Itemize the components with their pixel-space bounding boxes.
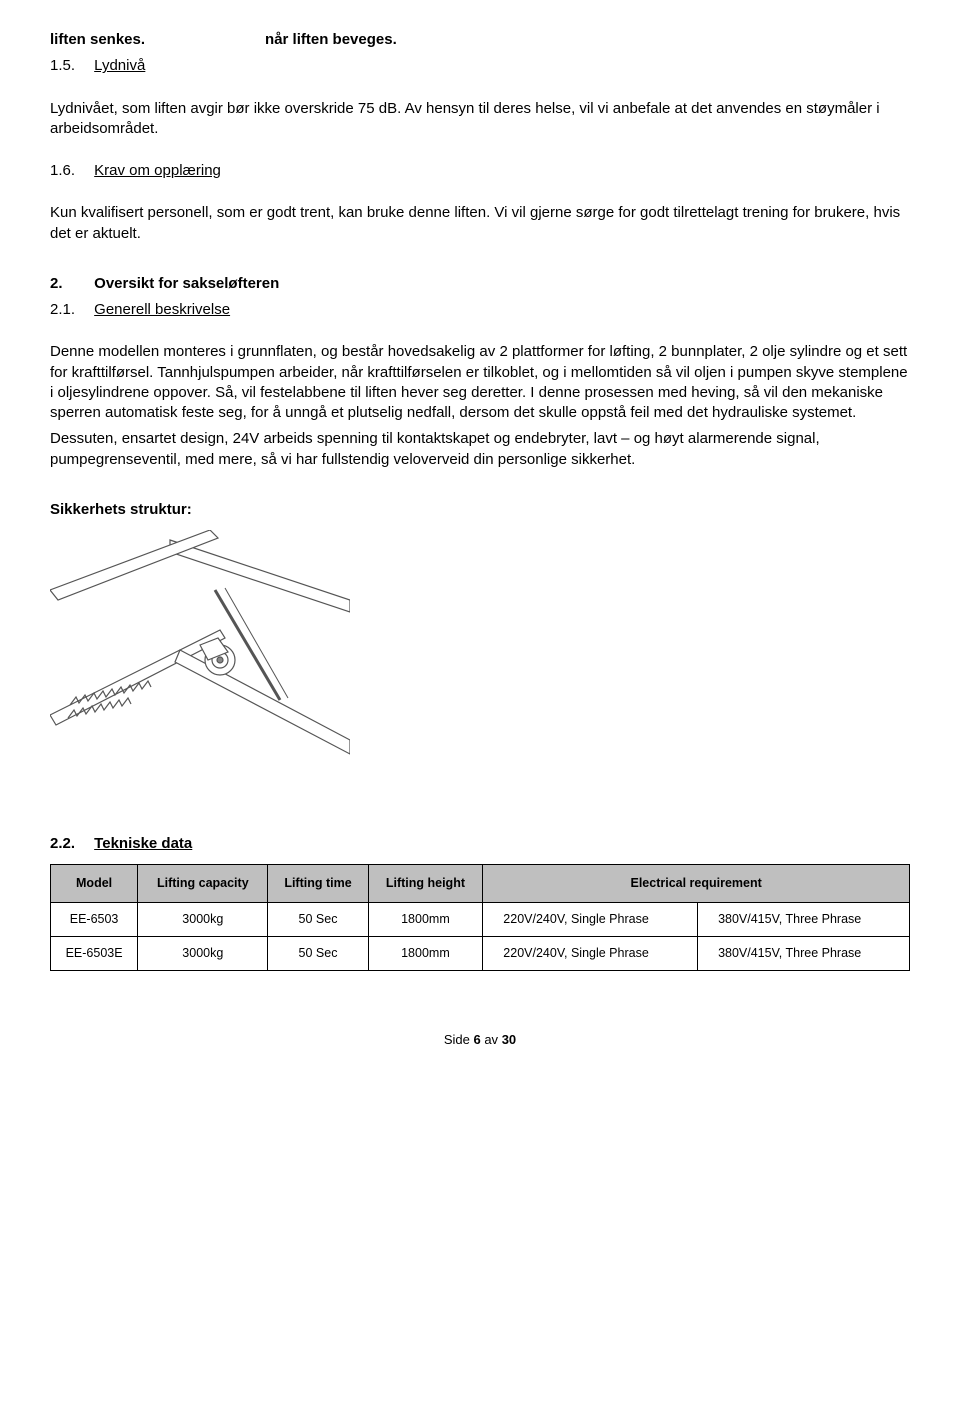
- section-2-heading: 2. Oversikt for sakseløfteren: [50, 274, 910, 294]
- scissor-mechanism-diagram: [50, 530, 350, 790]
- cell-cap: 3000kg: [138, 937, 268, 971]
- para-2-1a: Denne modellen monteres i grunnflaten, o…: [50, 342, 910, 423]
- cell-e2: 380V/415V, Three Phrase: [698, 903, 910, 937]
- para-1-5: Lydnivået, som liften avgir bør ikke ove…: [50, 99, 910, 140]
- cell-height: 1800mm: [368, 903, 483, 937]
- section-2-2-title: Tekniske data: [94, 835, 192, 852]
- section-1-5-num: 1.5.: [50, 56, 90, 76]
- top-fragment-row: liften senkes. når liften beveges.: [50, 30, 910, 50]
- top-right-text: når liften beveges.: [265, 30, 397, 50]
- section-2-1-heading: 2.1. Generell beskrivelse: [50, 300, 910, 320]
- table-row: EE-6503 3000kg 50 Sec 1800mm 220V/240V, …: [51, 903, 910, 937]
- page-footer: Side 6 av 30: [50, 1031, 910, 1049]
- section-2-2-heading: 2.2. Tekniske data: [50, 834, 910, 854]
- sikkerhet-label: Sikkerhets struktur:: [50, 500, 910, 520]
- section-2-2-num: 2.2.: [50, 834, 90, 854]
- cell-model: EE-6503E: [51, 937, 138, 971]
- section-2-1-title: Generell beskrivelse: [94, 301, 230, 318]
- section-1-5-title: Lydnivå: [94, 57, 145, 74]
- cell-model: EE-6503: [51, 903, 138, 937]
- cell-time: 50 Sec: [268, 937, 368, 971]
- section-2-title: Oversikt for sakseløfteren: [94, 275, 279, 292]
- technical-data-table: Model Lifting capacity Lifting time Lift…: [50, 864, 910, 971]
- footer-prefix: Side: [444, 1032, 474, 1047]
- para-2-1b: Dessuten, ensartet design, 24V arbeids s…: [50, 429, 910, 470]
- cell-e1: 220V/240V, Single Phrase: [483, 937, 698, 971]
- para-1-6: Kun kvalifisert personell, som er godt t…: [50, 203, 910, 244]
- table-header-row: Model Lifting capacity Lifting time Lift…: [51, 865, 910, 903]
- footer-total: 30: [502, 1032, 516, 1047]
- footer-mid: av: [481, 1032, 502, 1047]
- cell-height: 1800mm: [368, 937, 483, 971]
- cell-e1: 220V/240V, Single Phrase: [483, 903, 698, 937]
- cell-e2: 380V/415V, Three Phrase: [698, 937, 910, 971]
- col-model: Model: [51, 865, 138, 903]
- col-electrical: Electrical requirement: [483, 865, 910, 903]
- col-height: Lifting height: [368, 865, 483, 903]
- section-1-5-heading: 1.5. Lydnivå: [50, 56, 910, 76]
- col-time: Lifting time: [268, 865, 368, 903]
- cell-cap: 3000kg: [138, 903, 268, 937]
- section-1-6-title: Krav om opplæring: [94, 162, 221, 179]
- section-1-6-heading: 1.6. Krav om opplæring: [50, 161, 910, 181]
- section-2-1-num: 2.1.: [50, 300, 90, 320]
- footer-page: 6: [473, 1032, 480, 1047]
- section-1-6-num: 1.6.: [50, 161, 90, 181]
- col-capacity: Lifting capacity: [138, 865, 268, 903]
- top-left-text: liften senkes.: [50, 30, 145, 50]
- table-row: EE-6503E 3000kg 50 Sec 1800mm 220V/240V,…: [51, 937, 910, 971]
- section-2-num: 2.: [50, 274, 90, 294]
- cell-time: 50 Sec: [268, 903, 368, 937]
